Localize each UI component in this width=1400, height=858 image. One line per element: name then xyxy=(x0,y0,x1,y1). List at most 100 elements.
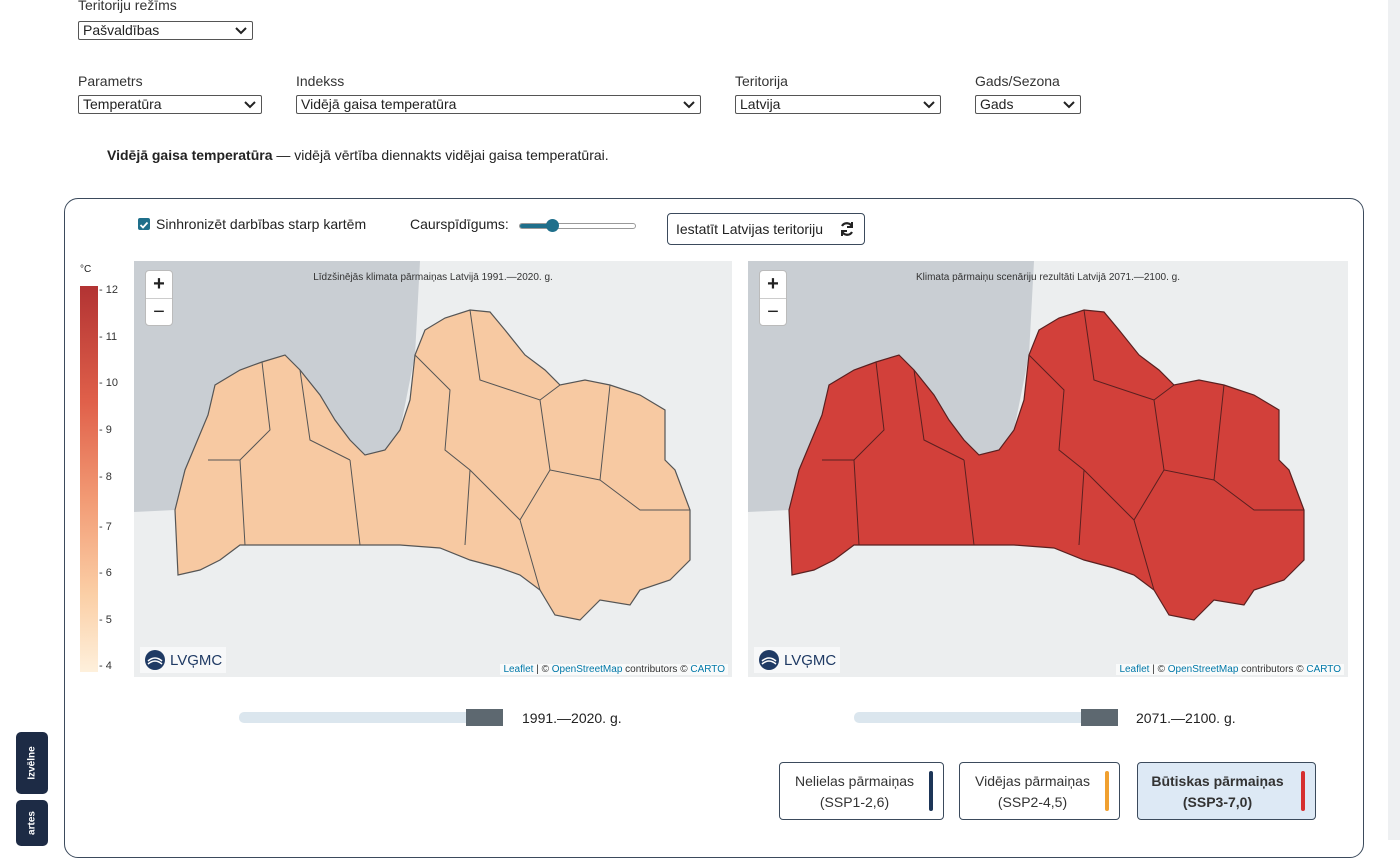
chevron xyxy=(923,101,935,109)
slider-fill xyxy=(520,224,554,228)
description: Vidējā gaisa temperatūra — vidējā vērtīb… xyxy=(107,147,609,163)
map-graphic xyxy=(134,261,691,621)
refresh-icon xyxy=(840,222,854,236)
zoom-control: + − xyxy=(759,270,787,326)
scenario-color xyxy=(1301,771,1305,811)
scenario-button[interactable]: Nelielas pārmaiņas (SSP1-2,6) xyxy=(779,762,944,820)
scenario-color xyxy=(1105,771,1109,811)
scenario-code: (SSP3-7,0) xyxy=(1182,794,1253,810)
scenario-name: Vidējas pārmaiņas xyxy=(975,773,1090,789)
osm-link[interactable]: OpenStreetMap xyxy=(551,664,623,675)
scenario-name: Būtiskas pārmaiņas xyxy=(1151,773,1284,789)
filter-label: Indekss xyxy=(296,73,345,89)
legend-tick: - 10 xyxy=(99,377,118,389)
tick-label: 8 xyxy=(105,471,112,483)
logo: LVĢMC xyxy=(754,647,841,673)
map-left[interactable]: Līdzšinējās klimata pārmaiņas Latvijā 19… xyxy=(134,261,732,677)
leaflet-link[interactable]: Leaflet xyxy=(503,664,534,675)
filter-label: Gads/Sezona xyxy=(975,73,1060,89)
tick-label: 12 xyxy=(105,284,118,296)
attribution: Leaflet | © OpenStreetMap contributors ©… xyxy=(500,664,728,675)
select-value: Gads xyxy=(980,96,1014,112)
filter-label: Parametrs xyxy=(78,73,143,89)
map-title: Klimata pārmaiņu scenāriju rezultāti Lat… xyxy=(915,272,1181,283)
map-title: Līdzšinējās klimata pārmaiņas Latvijā 19… xyxy=(313,272,553,283)
period-label: 1991.—2020. g. xyxy=(522,710,622,726)
tick-label: 4 xyxy=(105,660,112,672)
tick-label: 7 xyxy=(105,521,112,533)
zoom-out[interactable]: − xyxy=(146,298,172,325)
body: Teritoriju režīms Pašvaldības Parametrs … xyxy=(16,0,1400,858)
scenario-button[interactable]: Vidējas pārmaiņas (SSP2-4,5) xyxy=(959,762,1120,820)
logo: LVĢMC xyxy=(140,647,227,673)
territory-mode-select[interactable]: Pašvaldības xyxy=(78,21,253,40)
map-graphic xyxy=(748,261,1305,621)
legend-tick: - 8 xyxy=(99,471,112,483)
chevron xyxy=(244,101,256,109)
tick-label: 10 xyxy=(105,377,118,389)
legend-tick: - 9 xyxy=(99,424,112,436)
zoom-out[interactable]: − xyxy=(760,298,786,325)
chevron xyxy=(1063,101,1075,109)
parameter-select[interactable]: Temperatūra xyxy=(78,95,262,114)
territory-select[interactable]: Latvija xyxy=(735,95,941,114)
attribution: Leaflet | © OpenStreetMap contributors ©… xyxy=(1116,664,1344,675)
side-tab-label: artes xyxy=(26,811,38,835)
select-value: Pašvaldības xyxy=(83,22,160,38)
side-tab[interactable]: Izvēlne xyxy=(16,732,48,794)
tick-label: 6 xyxy=(105,567,112,579)
attribution-text: | © xyxy=(536,664,549,675)
attribution-text: contributors © xyxy=(625,664,688,675)
colorbar xyxy=(80,286,98,672)
carto-link[interactable]: CARTO xyxy=(1306,664,1341,675)
zoom-in[interactable]: + xyxy=(767,273,779,295)
scenario-color xyxy=(929,771,933,811)
attribution-text: contributors © xyxy=(1241,664,1304,675)
season-select[interactable]: Gads xyxy=(975,95,1081,114)
tick-label: 11 xyxy=(105,331,118,343)
sync-label: Sinhronizēt darbības starp kartēm xyxy=(156,216,367,232)
scenario-code: (SSP2-4,5) xyxy=(997,794,1068,810)
attribution-text: | © xyxy=(1152,664,1165,675)
slider-handle[interactable] xyxy=(1081,709,1118,726)
scenario-button-active[interactable]: Būtiskas pārmaiņas (SSP3-7,0) xyxy=(1137,762,1316,820)
filter-label: Teritorija xyxy=(735,73,788,89)
scenario-name: Nelielas pārmaiņas xyxy=(794,773,915,789)
carto-link[interactable]: CARTO xyxy=(690,664,725,675)
select-value: Vidējā gaisa temperatūra xyxy=(301,96,457,112)
slider-handle[interactable] xyxy=(466,709,503,726)
chevron xyxy=(683,101,695,109)
legend-tick: - 7 xyxy=(99,521,112,533)
reset-label: Iestatīt Latvijas teritoriju xyxy=(676,221,824,237)
select-value: Latvija xyxy=(740,96,781,112)
description-text: — vidējā vērtība diennakts vidējai gaisa… xyxy=(276,147,609,163)
period-slider[interactable] xyxy=(239,709,503,726)
index-select[interactable]: Vidējā gaisa temperatūra xyxy=(296,95,701,114)
page: Klimata karte { "territory_mode": {"labe… xyxy=(16,0,1400,858)
chevron xyxy=(235,27,247,35)
side-tab[interactable]: artes xyxy=(16,800,48,846)
osm-link[interactable]: OpenStreetMap xyxy=(1167,664,1239,675)
leaflet-link[interactable]: Leaflet xyxy=(1119,664,1150,675)
tick-label: 5 xyxy=(105,614,112,626)
zoom-in[interactable]: + xyxy=(153,273,165,295)
tick-label: 9 xyxy=(105,424,112,436)
logo-icon xyxy=(145,650,165,670)
legend-tick: - 12 xyxy=(99,284,118,296)
logo-text: LVĢMC xyxy=(170,651,223,669)
period-label: 2071.—2100. g. xyxy=(1136,710,1236,726)
side-tab-label: Izvēlne xyxy=(26,746,38,780)
sync-checkbox[interactable] xyxy=(138,218,150,230)
reset-button[interactable]: Iestatīt Latvijas teritoriju xyxy=(667,213,865,245)
legend-tick: - 5 xyxy=(99,614,112,626)
period-slider[interactable] xyxy=(854,709,1118,726)
opacity-label: Caurspīdīgums: xyxy=(410,216,509,232)
slider-thumb[interactable] xyxy=(546,219,559,232)
territory-mode-label: Teritoriju režīms xyxy=(78,0,177,13)
legend-tick: - 6 xyxy=(99,567,112,579)
checkmark xyxy=(139,221,149,229)
legend-tick: - 11 xyxy=(99,331,118,343)
map-right[interactable]: Klimata pārmaiņu scenāriju rezultāti Lat… xyxy=(748,261,1348,677)
opacity-slider[interactable] xyxy=(519,219,636,232)
select-value: Temperatūra xyxy=(83,96,162,112)
